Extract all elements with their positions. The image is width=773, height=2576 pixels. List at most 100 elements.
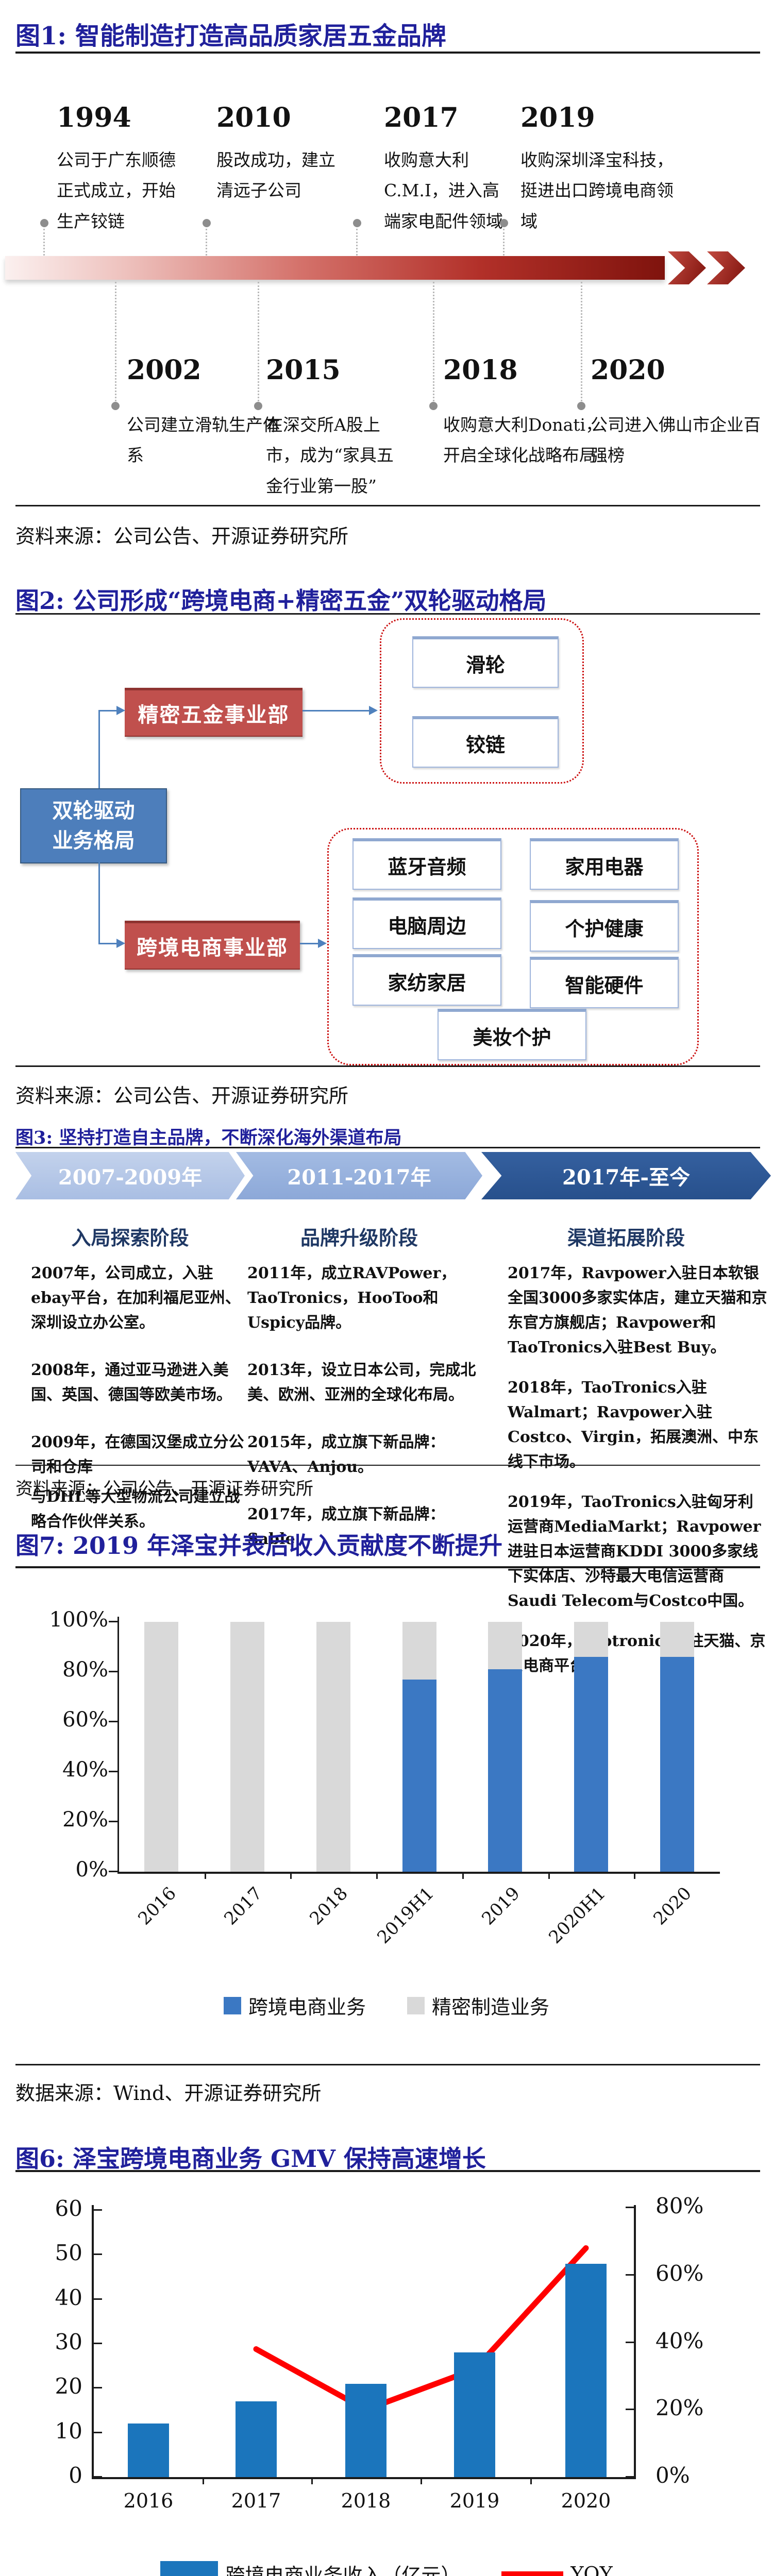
figure-1-source: 资料来源：公司公告、开源证券研究所 <box>15 525 349 548</box>
fig7-segment-manufacturing <box>144 1622 179 1872</box>
fig7-xtick-label: 2016 <box>134 1883 180 1929</box>
timeline-item-2015: 2015 在深交所A股上市，成为“家具五金行业第一股” <box>266 354 406 501</box>
timeline-year: 2015 <box>266 354 341 386</box>
fig6-yoy-polyline <box>253 2245 589 2413</box>
fig6-right-ytick-mark <box>626 2341 634 2343</box>
fig7-segment-ecom <box>660 1656 694 1872</box>
timeline-arrow-band <box>5 256 665 280</box>
timeline-item-2017: 2017 收购意大利C.M.I，进入高端家电配件领域 <box>384 102 514 236</box>
timeline-arrow-chevron <box>707 251 745 284</box>
connector-line <box>98 861 100 944</box>
product-box: 铰链 <box>412 716 559 768</box>
event: 2017年，Ravpower入驻日本软银全国3000多家实体店，建立天猫和京东官… <box>508 1264 767 1357</box>
fig6-xtick-mark <box>420 2477 422 2484</box>
event: 2009年，在德国汉堡成立分公司和仓库 <box>31 1433 244 1476</box>
connector-arrow <box>116 706 125 715</box>
timeline-connector <box>43 229 45 256</box>
fig7-ytick-label: 0% <box>75 1858 108 1882</box>
fig7-legend: 跨境电商业务 精密制造业务 <box>0 1991 773 2020</box>
fig6-left-axis <box>92 2205 94 2479</box>
timeline-dot <box>429 402 438 410</box>
phase-arrow-1: 2007-2009年 <box>15 1152 245 1199</box>
timeline-year: 1994 <box>57 102 131 133</box>
event: 2013年，设立日本公司，完成北美、欧洲、亚洲的全球化布局。 <box>247 1361 476 1404</box>
fig6-xtick-label: 2020 <box>561 2489 611 2512</box>
timeline-connector <box>356 229 358 256</box>
product-box: 电脑周边 <box>352 897 501 949</box>
legend-swatch-ecom <box>223 1996 241 2014</box>
timeline-desc: 收购意大利C.M.I，进入高端家电配件领域 <box>384 150 503 231</box>
timeline-year: 2019 <box>520 102 595 133</box>
fig6-bar-2018 <box>345 2383 386 2477</box>
fig6-bar-2016 <box>128 2424 169 2477</box>
fig7-segment-ecom <box>574 1656 608 1872</box>
fig6-xtick-label: 2016 <box>123 2489 174 2512</box>
fig7-xtick-label: 2019 <box>478 1883 524 1929</box>
title-divider <box>15 52 760 54</box>
connector-line <box>303 710 370 711</box>
fig7-ytick-mark <box>109 1771 117 1772</box>
fig6-left-ytick-mark <box>94 2209 102 2211</box>
figure-3-title: 图3: 坚持打造自主品牌，不断深化海外渠道布局 <box>15 1127 402 1148</box>
timeline-year: 2002 <box>127 354 201 386</box>
legend-item: YOY <box>501 2562 613 2576</box>
fig6-left-ytick-mark <box>94 2343 102 2344</box>
legend-swatch-gmv-bar <box>160 2561 219 2576</box>
fig6-right-axis <box>634 2205 636 2479</box>
fig6-xtick-mark <box>530 2477 532 2484</box>
phase-stage-2: 品牌升级阶段 <box>300 1226 418 1249</box>
fig6-right-ytick-label: 0% <box>656 2463 690 2488</box>
timeline-connector <box>206 229 207 256</box>
product-box: 滑轮 <box>412 636 559 688</box>
figure-2-source: 资料来源：公司公告、开源证券研究所 <box>15 1084 349 1107</box>
figure-1-section: 图1: 智能制造打造高品质家居五金品牌 1994 公司于广东顺德正式成立，开始生… <box>0 10 773 577</box>
phase-period: 2011-2017年 <box>287 1165 431 1190</box>
fig7-xtick-mark <box>462 1872 464 1879</box>
legend-label: YOY <box>570 2562 613 2576</box>
fig6-right-ytick-label: 60% <box>656 2260 704 2286</box>
fig7-segment-ecom <box>488 1669 523 1872</box>
fig6-x-axis <box>92 2477 636 2479</box>
figure-7-title: 图7: 2019 年泽宝并表后收入贡献度不断提升 <box>15 1532 503 1560</box>
fig7-segment-manufacturing <box>316 1622 350 1872</box>
event: 2015年，成立旗下新品牌：VAVA、Anjou。 <box>247 1433 445 1476</box>
timeline-item-2002: 2002 公司建立滑轨生产体系 <box>127 354 281 471</box>
metal-products-group <box>380 618 584 784</box>
fig6-xtick-mark <box>311 2477 313 2484</box>
fig6-right-ytick-mark <box>626 2274 634 2276</box>
product-box: 家纺家居 <box>352 954 501 1006</box>
fig6-left-ytick-label: 20 <box>55 2374 82 2399</box>
timeline-dot <box>254 402 262 410</box>
legend-label: 跨境电商业务收入（亿元） <box>225 2564 461 2576</box>
fig7-xtick-mark <box>376 1872 378 1879</box>
fig6-left-ytick-mark <box>94 2476 102 2478</box>
timeline-dot <box>353 219 361 227</box>
fig6-left-ytick-label: 50 <box>55 2240 82 2266</box>
legend-item: 精密制造业务 <box>407 1991 549 2020</box>
fig7-bar-2016 <box>144 1622 179 1872</box>
product-box: 蓝牙音频 <box>352 838 501 890</box>
fig7-segment-ecom <box>402 1679 436 1872</box>
title-divider <box>15 2170 760 2172</box>
fig7-bar-2020 <box>660 1622 694 1872</box>
fig7-bar-2019H1 <box>402 1622 436 1872</box>
fig7-xtick-label: 2017 <box>220 1883 266 1929</box>
fig7-ytick-label: 40% <box>62 1758 108 1782</box>
phase-period: 2017年-至今 <box>562 1165 690 1190</box>
fig6-left-ytick-mark <box>94 2298 102 2300</box>
title-divider <box>15 1147 760 1148</box>
fig7-ytick-mark <box>109 1871 117 1872</box>
figure-bottom-divider <box>15 1465 760 1466</box>
event: 2017年，成立旗下新品牌：Sable <box>247 1505 445 1548</box>
timeline-dot <box>203 219 211 227</box>
timeline-item-1994: 1994 公司于广东顺德正式成立，开始生产铰链 <box>57 102 190 236</box>
timeline-connector <box>503 229 505 256</box>
phase-stage-3: 渠道拓展阶段 <box>567 1226 685 1249</box>
timeline-desc: 公司建立滑轨生产体系 <box>127 415 280 466</box>
fig7-xtick-mark <box>634 1872 636 1879</box>
phase-stage-1: 入局探索阶段 <box>71 1226 189 1249</box>
timeline-dot <box>40 219 48 227</box>
fig7-ytick-label: 60% <box>62 1708 108 1732</box>
fig6-left-ytick-label: 0 <box>69 2463 82 2488</box>
